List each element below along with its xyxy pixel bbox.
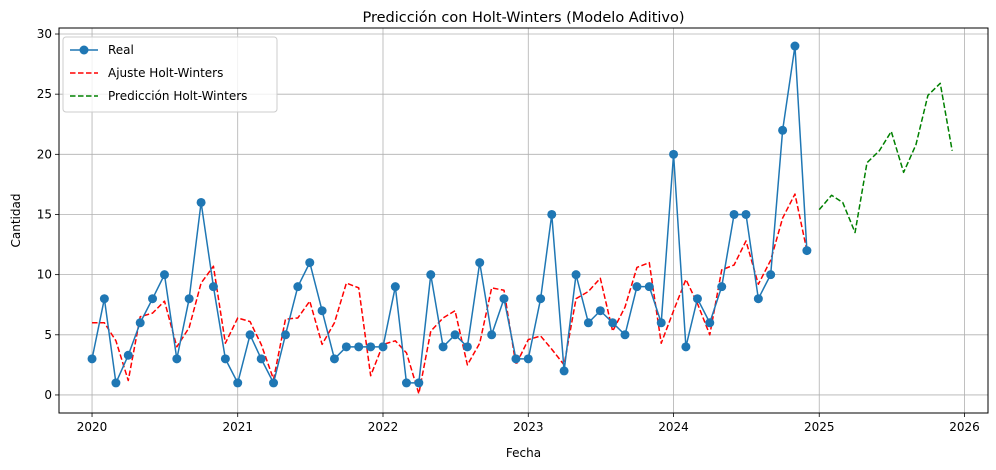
data-point [656, 318, 666, 328]
data-point [414, 378, 424, 388]
data-point [608, 318, 618, 328]
data-point [135, 318, 145, 328]
data-point [523, 354, 533, 364]
grid [59, 28, 988, 413]
y-tick-label: 25 [37, 87, 52, 101]
data-point [401, 378, 411, 388]
data-point [196, 197, 206, 207]
data-point [462, 342, 472, 352]
x-ticks: 2020 2021 2022 2023 2024 2025 2026 [77, 413, 980, 434]
data-point [487, 330, 497, 340]
data-point [233, 378, 243, 388]
x-tick-label: 2025 [804, 420, 835, 434]
series-line-0 [91, 45, 808, 384]
chart-title: Predicción con Holt-Winters (Modelo Adit… [362, 10, 684, 26]
data-point [245, 330, 255, 340]
data-point [172, 354, 182, 364]
y-tick-label: 15 [37, 207, 52, 221]
x-tick-label: 2023 [513, 420, 544, 434]
x-tick-label: 2021 [222, 420, 253, 434]
y-tick-label: 30 [37, 27, 52, 41]
data-point [536, 294, 546, 304]
data-point [269, 378, 279, 388]
data-point [559, 366, 569, 376]
data-point [305, 258, 315, 268]
data-point [802, 246, 812, 256]
data-point [692, 294, 702, 304]
series-layer [87, 41, 953, 395]
y-tick-label: 5 [44, 328, 52, 342]
data-point [705, 318, 715, 328]
data-point [184, 294, 194, 304]
x-tick-label: 2020 [77, 420, 108, 434]
y-tick-label: 20 [37, 147, 52, 161]
data-point [790, 41, 800, 51]
data-point [644, 282, 654, 292]
data-point [366, 342, 376, 352]
data-point [450, 330, 460, 340]
data-point [256, 354, 266, 364]
data-point [681, 342, 691, 352]
data-point [753, 294, 763, 304]
plot-frame [58, 27, 989, 414]
y-ticks: 0 5 10 15 20 25 30 [37, 27, 59, 402]
data-point [729, 209, 739, 219]
data-point [317, 306, 327, 316]
data-point [741, 209, 751, 219]
y-tick-label: 10 [37, 268, 52, 282]
data-point [511, 354, 521, 364]
data-point [438, 342, 448, 352]
data-point [426, 270, 436, 280]
data-point [208, 282, 218, 292]
data-point [499, 294, 509, 304]
data-point [390, 282, 400, 292]
data-point [378, 342, 388, 352]
x-tick-label: 2022 [368, 420, 399, 434]
data-point [717, 282, 727, 292]
legend-label-real: Real [108, 43, 134, 57]
series-line-2 [818, 82, 953, 234]
data-point [99, 294, 109, 304]
data-point [595, 306, 605, 316]
data-point [766, 270, 776, 280]
data-point [583, 318, 593, 328]
legend-box [62, 36, 278, 113]
data-point [123, 350, 133, 360]
data-point [111, 378, 121, 388]
y-axis-label: Cantidad [9, 194, 23, 248]
data-point [329, 354, 339, 364]
data-point [220, 354, 230, 364]
data-point [475, 258, 485, 268]
data-point [632, 282, 642, 292]
legend-label-forecast: Predicción Holt-Winters [108, 89, 247, 103]
data-point [778, 125, 788, 135]
x-tick-label: 2026 [949, 420, 980, 434]
legend: Real Ajuste Holt-Winters Predicción Holt… [62, 36, 278, 113]
data-point [280, 330, 290, 340]
data-point [547, 209, 557, 219]
data-point [669, 149, 679, 159]
data-point [571, 270, 581, 280]
y-tick-label: 0 [44, 388, 52, 402]
x-axis-label: Fecha [506, 446, 541, 460]
data-point [87, 354, 97, 364]
series-line-1 [92, 193, 808, 395]
data-point [159, 270, 169, 280]
data-point [148, 294, 158, 304]
legend-label-fit: Ajuste Holt-Winters [108, 66, 223, 80]
data-point [620, 330, 630, 340]
x-tick-label: 2024 [658, 420, 689, 434]
legend-marker-real [79, 45, 89, 55]
data-point [354, 342, 364, 352]
data-point [341, 342, 351, 352]
data-point [293, 282, 303, 292]
